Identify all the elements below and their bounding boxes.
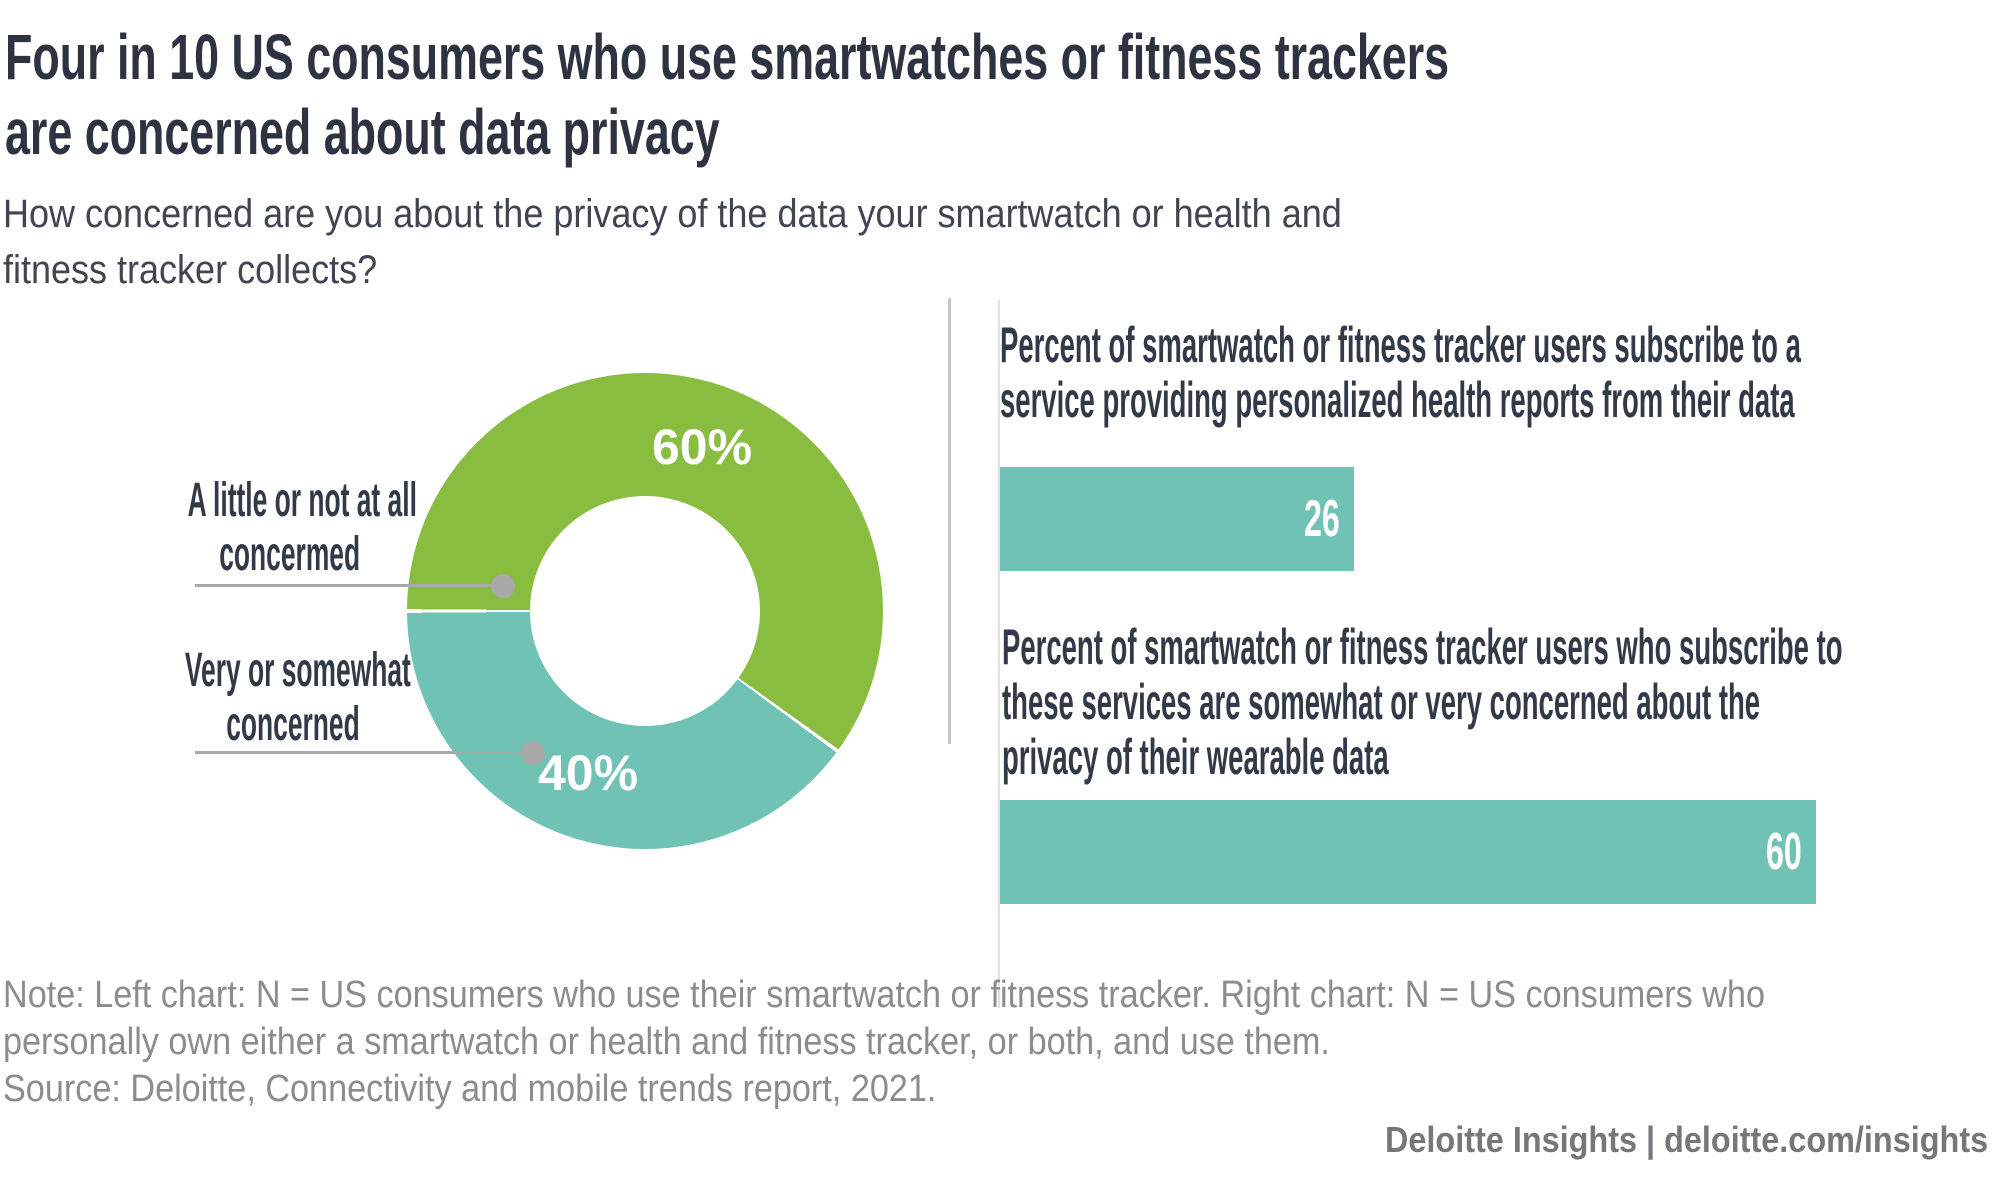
donut-label-very-or-somewhat-concerned: Very or somewhat concerned — [184, 644, 411, 751]
donut-label-little-or-not-concerned: A little or not at all concermed — [187, 474, 417, 581]
bar1-label: Percent of smartwatch or fitness tracker… — [1000, 317, 1801, 428]
leader-dot-2 — [521, 741, 545, 765]
donut-hole — [530, 496, 760, 726]
panel-divider-line — [948, 298, 951, 744]
source-line: Source: Deloitte, Connectivity and mobil… — [3, 1068, 937, 1110]
bar2-subscribers-concerned: 60 — [1000, 800, 1816, 904]
bar1-value-label: 26 — [1304, 490, 1340, 548]
deloitte-insights-branding: Deloitte Insights | deloitte.com/insight… — [1384, 1119, 1988, 1160]
leader-dot-1 — [491, 574, 515, 598]
chart-subtitle: How concerned are you about the privacy … — [3, 186, 1491, 298]
bar1-subscribe-to-service: 26 — [1000, 467, 1354, 571]
title-line-2: are concerned about data privacy — [5, 96, 720, 168]
page-title: Four in 10 US consumers who use smartwat… — [5, 20, 2000, 170]
subtitle-line-1: How concerned are you about the privacy … — [3, 192, 1342, 236]
donut-value-label-60: 60% — [651, 419, 753, 475]
note-line-1: Note: Left chart: N = US consumers who u… — [3, 974, 1765, 1016]
title-line-1: Four in 10 US consumers who use smartwat… — [5, 21, 1450, 93]
note-line-2: personally own either a smartwatch or he… — [3, 1021, 1330, 1063]
bar2-value-label: 60 — [1766, 823, 1802, 881]
leader-line-1 — [195, 584, 502, 587]
leader-line-2 — [195, 751, 532, 754]
bar-axis-line — [998, 300, 1000, 1008]
bar2-label: Percent of smartwatch or fitness tracker… — [1002, 619, 1843, 785]
donut-value-label-40: 40% — [537, 745, 639, 801]
subtitle-line-2: fitness tracker collects? — [3, 248, 378, 292]
footnote: Note: Left chart: N = US consumers who u… — [3, 972, 1961, 1113]
